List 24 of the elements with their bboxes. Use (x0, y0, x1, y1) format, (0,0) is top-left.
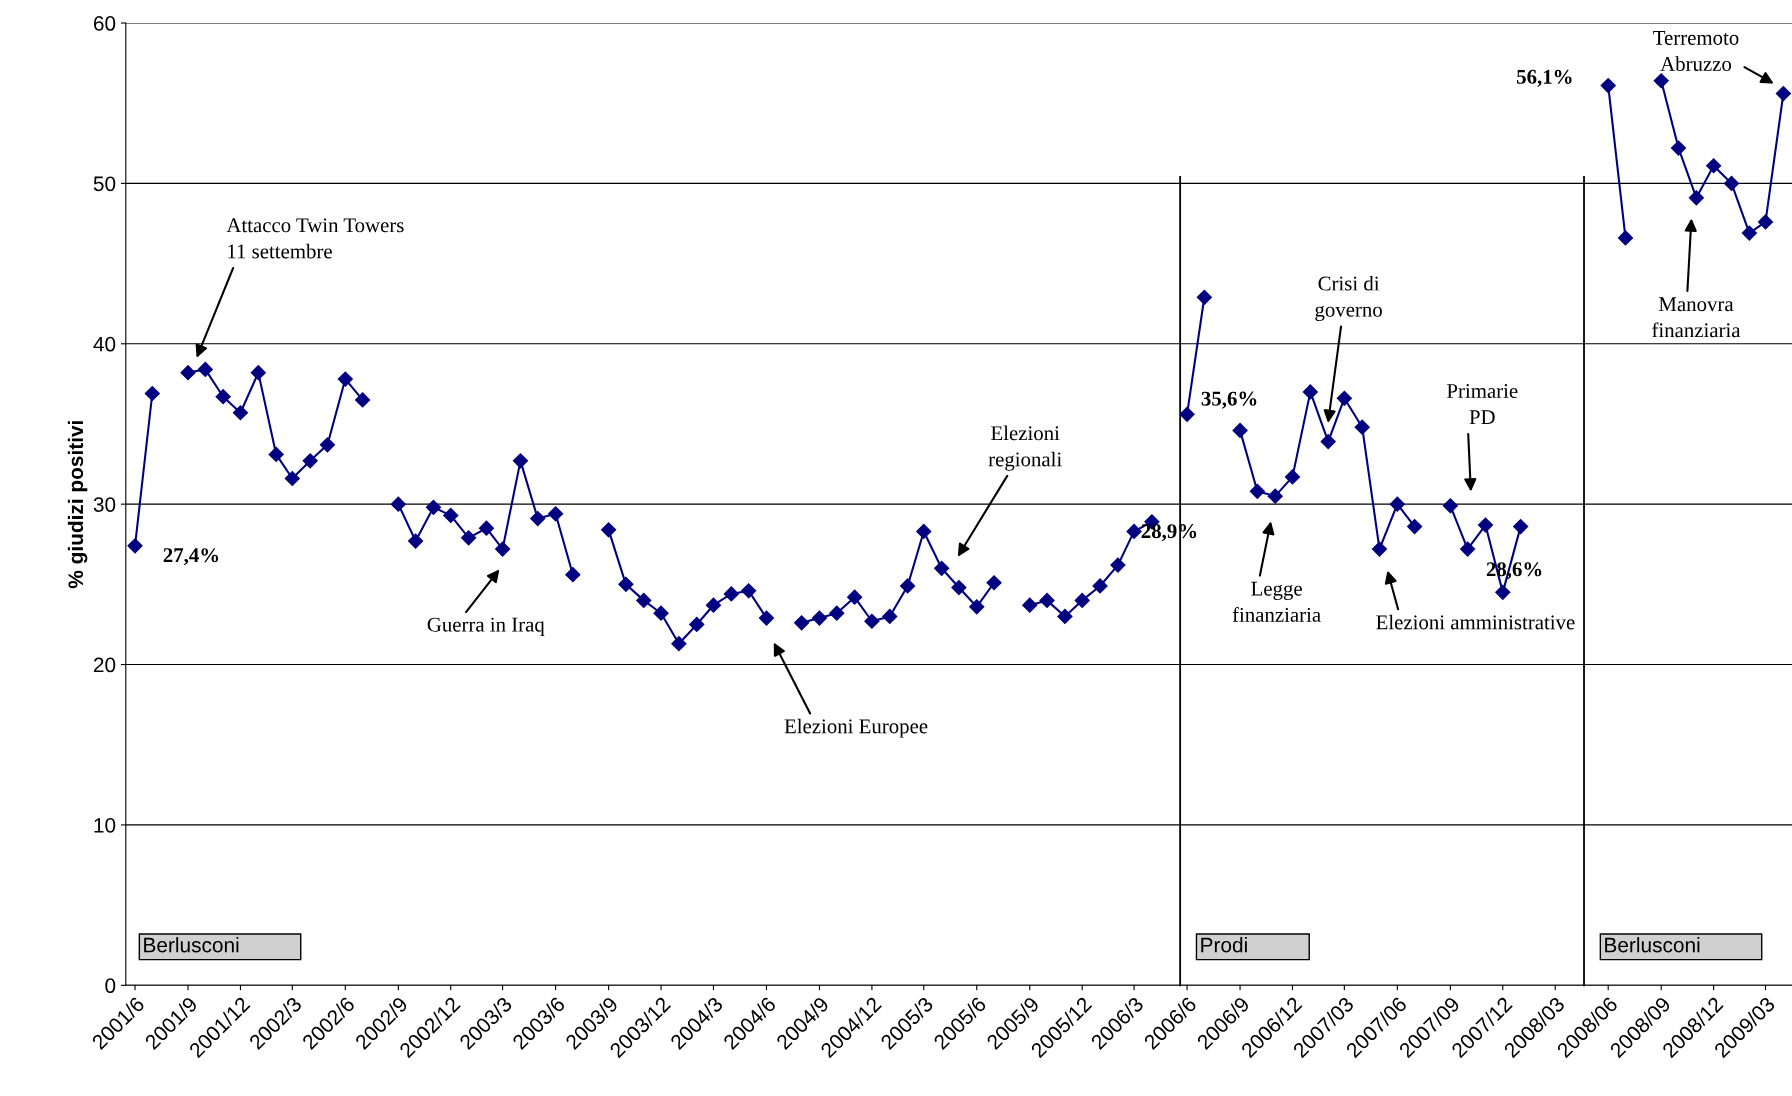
data-label: 35,6% (1201, 391, 1257, 409)
data-label: 56,1% (1517, 69, 1572, 87)
annotation: Berlusconi (144, 937, 239, 953)
annotation: Terremoto Abruzzo (1653, 31, 1739, 72)
y-tick-label: 20 (93, 657, 116, 673)
annotation: Legge finanziaria (1232, 581, 1321, 622)
ref-line-label: Berlusconi (1605, 937, 1700, 953)
y-tick-label: 50 (93, 176, 116, 192)
y-tick-label: 60 (93, 16, 116, 31)
data-label: 27,4% (163, 548, 219, 566)
y-tick-label: 0 (105, 978, 116, 994)
annotation: Elezioni regionali (988, 425, 1062, 471)
annotation: Guerra in Iraq (427, 617, 545, 636)
annotation: Attacco Twin Towers 11 settembre (226, 218, 404, 259)
annotation: Elezioni Europee (784, 718, 928, 738)
y-tick-label: 40 (93, 336, 116, 352)
annotation: Elezioni amministrative (1376, 614, 1575, 630)
ref-line-label: Prodi (1201, 937, 1247, 953)
y-tick-label: 10 (94, 817, 116, 833)
annotation: Crisi di governo (1315, 275, 1382, 321)
annotation: Manovra finanziaria (1652, 297, 1741, 338)
annotation: Primarie PD (1447, 384, 1518, 424)
y-axis-title: % giudizi positivi (67, 421, 88, 589)
y-tick-label: 30 (93, 497, 116, 512)
